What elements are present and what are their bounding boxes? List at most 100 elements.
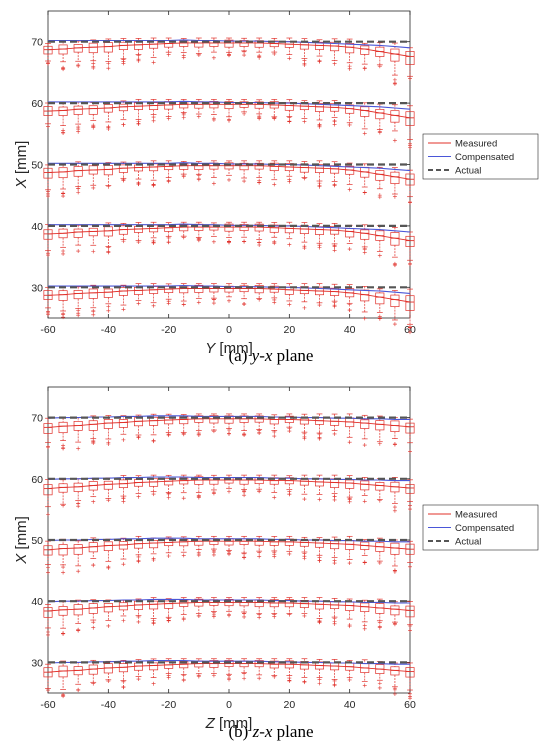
outlier-marker: [181, 432, 186, 437]
outlier-marker: [317, 435, 322, 440]
legend-label-measured: Measured: [455, 510, 497, 521]
outlier-marker: [257, 554, 262, 559]
outlier-marker: [76, 569, 81, 574]
measured-box: [405, 422, 415, 434]
outlier-marker: [211, 239, 216, 244]
measured-box: [390, 542, 400, 555]
x-tick-label: 40: [344, 699, 356, 711]
outlier-marker: [196, 674, 201, 679]
measured-box: [360, 229, 370, 240]
outlier-marker: [166, 432, 171, 437]
x-tick-label: 40: [344, 324, 356, 336]
measured-box: [360, 419, 370, 429]
outlier-marker: [151, 681, 156, 686]
measured-box: [164, 600, 174, 609]
outlier-marker: [106, 564, 111, 569]
measured-box: [345, 601, 355, 611]
outlier-marker: [151, 115, 156, 120]
outlier-marker: [332, 244, 337, 249]
outlier-marker: [91, 681, 96, 686]
measured-box: [375, 170, 385, 181]
outlier-marker: [76, 64, 81, 69]
outlier-marker: [227, 118, 231, 123]
outlier-marker: [242, 611, 247, 616]
outlier-marker: [317, 245, 322, 250]
outlier-marker: [332, 122, 337, 127]
outlier-marker: [61, 67, 66, 72]
outlier-marker: [181, 677, 186, 682]
outlier-marker: [61, 249, 66, 254]
y-tick-label: 60: [31, 98, 43, 110]
y-axis-var: X: [13, 553, 30, 565]
outlier-marker: [332, 497, 337, 502]
outlier-marker: [121, 239, 126, 244]
outlier-marker: [196, 432, 201, 437]
measured-box: [179, 163, 189, 170]
x-tick-label: 60: [404, 699, 416, 711]
measured-box: [103, 288, 113, 298]
outlier-marker: [91, 563, 96, 568]
outlier-marker: [257, 489, 262, 494]
outlier-marker: [227, 52, 231, 57]
outlier-marker: [166, 299, 171, 304]
outlier-marker: [121, 496, 126, 501]
legend-label-compensated: Compensated: [455, 152, 514, 163]
outlier-marker: [302, 497, 307, 502]
outlier-marker: [408, 325, 412, 330]
outlier-marker: [61, 631, 66, 636]
measured-box: [239, 162, 249, 171]
outlier-marker: [166, 491, 171, 496]
measured-box: [345, 540, 355, 550]
outlier-marker: [136, 434, 141, 439]
measured-box: [43, 607, 53, 618]
outlier-marker: [136, 53, 141, 58]
outlier-marker: [287, 551, 292, 556]
outlier-marker: [287, 56, 292, 61]
outlier-marker: [151, 183, 156, 188]
outlier-marker: [46, 191, 50, 196]
outlier-marker: [166, 554, 171, 559]
outlier-marker: [211, 550, 216, 555]
outlier-marker: [166, 675, 171, 680]
measured-box: [88, 288, 98, 299]
outlier-marker: [91, 61, 96, 66]
measured-box: [58, 167, 68, 179]
outlier-marker: [196, 173, 201, 178]
measured-box: [43, 484, 53, 496]
outlier-marker: [408, 507, 412, 512]
measured-box: [330, 540, 340, 550]
measured-box: [88, 227, 98, 237]
outlier-marker: [91, 185, 96, 190]
outlier-marker: [287, 429, 292, 434]
outlier-marker: [46, 124, 50, 129]
outlier-marker: [151, 303, 156, 308]
outlier-marker: [347, 64, 352, 69]
outlier-marker: [106, 66, 111, 71]
outlier-marker: [408, 628, 412, 633]
outlier-marker: [91, 499, 96, 504]
outlier-marker: [211, 297, 216, 302]
outlier-marker: [166, 52, 171, 57]
outlier-marker: [332, 61, 337, 66]
y-axis-unit: [mm]: [13, 516, 30, 554]
measured-box: [43, 229, 53, 240]
outlier-marker: [377, 681, 382, 686]
outlier-marker: [392, 508, 397, 513]
measured-box: [149, 662, 159, 671]
caption-a: (a) y-x plane: [228, 346, 314, 365]
measured-box: [58, 606, 68, 616]
outlier-marker: [392, 261, 397, 266]
x-axis-label: Z [mm]: [205, 715, 253, 732]
outlier-marker: [347, 497, 352, 502]
measured-line: [47, 479, 411, 490]
x-tick-label: 60: [404, 324, 416, 336]
outlier-marker: [61, 565, 66, 570]
measured-box: [299, 41, 309, 50]
outlier-marker: [106, 245, 111, 250]
outlier-marker: [211, 490, 216, 495]
outlier-marker: [362, 316, 367, 321]
outlier-marker: [61, 693, 66, 698]
outlier-marker: [242, 671, 247, 676]
outlier-marker: [91, 620, 96, 625]
